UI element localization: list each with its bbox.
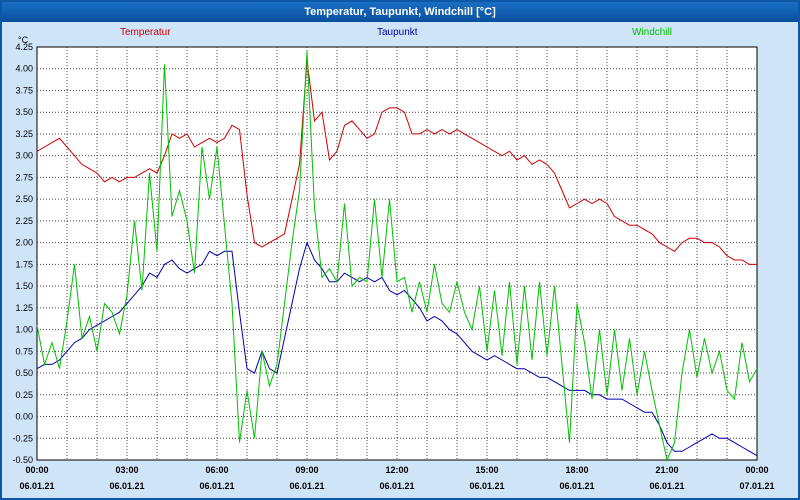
- svg-text:2.25: 2.25: [15, 216, 33, 226]
- svg-text:00:00: 00:00: [745, 465, 768, 475]
- svg-text:06.01.21: 06.01.21: [199, 481, 234, 491]
- svg-text:4.25: 4.25: [15, 42, 33, 52]
- svg-text:06.01.21: 06.01.21: [559, 481, 594, 491]
- svg-text:15:00: 15:00: [475, 465, 498, 475]
- svg-text:-0.50: -0.50: [12, 455, 33, 465]
- svg-text:0.00: 0.00: [15, 412, 33, 422]
- y-axis-unit: °C: [18, 35, 29, 45]
- svg-text:21:00: 21:00: [655, 465, 678, 475]
- legend-windchill: Windchill: [632, 27, 673, 38]
- legend-taupunkt: Taupunkt: [377, 27, 418, 38]
- svg-text:06.01.21: 06.01.21: [469, 481, 504, 491]
- svg-text:3.50: 3.50: [15, 107, 33, 117]
- svg-text:0.75: 0.75: [15, 346, 33, 356]
- svg-text:06.01.21: 06.01.21: [289, 481, 324, 491]
- svg-text:06.01.21: 06.01.21: [649, 481, 684, 491]
- svg-text:06.01.21: 06.01.21: [19, 481, 54, 491]
- svg-text:3.75: 3.75: [15, 85, 33, 95]
- svg-text:06.01.21: 06.01.21: [109, 481, 144, 491]
- legend-temperatur: Temperatur: [120, 27, 171, 38]
- svg-text:18:00: 18:00: [565, 465, 588, 475]
- svg-text:-0.25: -0.25: [12, 433, 33, 443]
- svg-text:1.75: 1.75: [15, 259, 33, 269]
- svg-text:03:00: 03:00: [115, 465, 138, 475]
- svg-text:2.50: 2.50: [15, 194, 33, 204]
- svg-text:2.00: 2.00: [15, 238, 33, 248]
- svg-text:3.00: 3.00: [15, 151, 33, 161]
- svg-text:3.25: 3.25: [15, 129, 33, 139]
- svg-text:0.50: 0.50: [15, 368, 33, 378]
- svg-text:07.01.21: 07.01.21: [739, 481, 774, 491]
- svg-text:09:00: 09:00: [295, 465, 318, 475]
- svg-text:12:00: 12:00: [385, 465, 408, 475]
- svg-text:2.75: 2.75: [15, 172, 33, 182]
- window-title: Temperatur, Taupunkt, Windchill [°C]: [304, 6, 496, 18]
- svg-text:00:00: 00:00: [25, 465, 48, 475]
- svg-text:06:00: 06:00: [205, 465, 228, 475]
- svg-text:1.50: 1.50: [15, 281, 33, 291]
- svg-text:1.25: 1.25: [15, 303, 33, 313]
- title-bar: Temperatur, Taupunkt, Windchill [°C]: [2, 2, 798, 22]
- svg-text:1.00: 1.00: [15, 325, 33, 335]
- svg-text:4.00: 4.00: [15, 64, 33, 74]
- svg-text:06.01.21: 06.01.21: [379, 481, 414, 491]
- svg-text:0.25: 0.25: [15, 390, 33, 400]
